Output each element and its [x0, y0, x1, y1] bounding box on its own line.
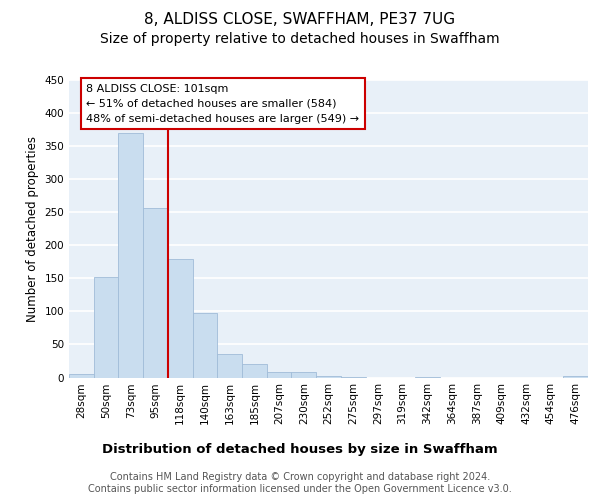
Bar: [267, 372, 292, 378]
Bar: [242, 364, 267, 378]
Text: Size of property relative to detached houses in Swaffham: Size of property relative to detached ho…: [100, 32, 500, 46]
Bar: [69, 374, 94, 378]
Bar: [415, 377, 440, 378]
Text: 8, ALDISS CLOSE, SWAFFHAM, PE37 7UG: 8, ALDISS CLOSE, SWAFFHAM, PE37 7UG: [145, 12, 455, 28]
Bar: [118, 133, 143, 378]
Y-axis label: Number of detached properties: Number of detached properties: [26, 136, 39, 322]
Bar: [168, 258, 193, 378]
Bar: [94, 277, 118, 378]
Text: Distribution of detached houses by size in Swaffham: Distribution of detached houses by size …: [102, 442, 498, 456]
Bar: [217, 354, 242, 378]
Bar: [292, 372, 316, 378]
Text: Contains HM Land Registry data © Crown copyright and database right 2024.
Contai: Contains HM Land Registry data © Crown c…: [88, 472, 512, 494]
Bar: [563, 376, 588, 378]
Bar: [316, 376, 341, 378]
Bar: [193, 314, 217, 378]
Text: 8 ALDISS CLOSE: 101sqm
← 51% of detached houses are smaller (584)
48% of semi-de: 8 ALDISS CLOSE: 101sqm ← 51% of detached…: [86, 84, 359, 124]
Bar: [341, 377, 365, 378]
Bar: [143, 208, 168, 378]
